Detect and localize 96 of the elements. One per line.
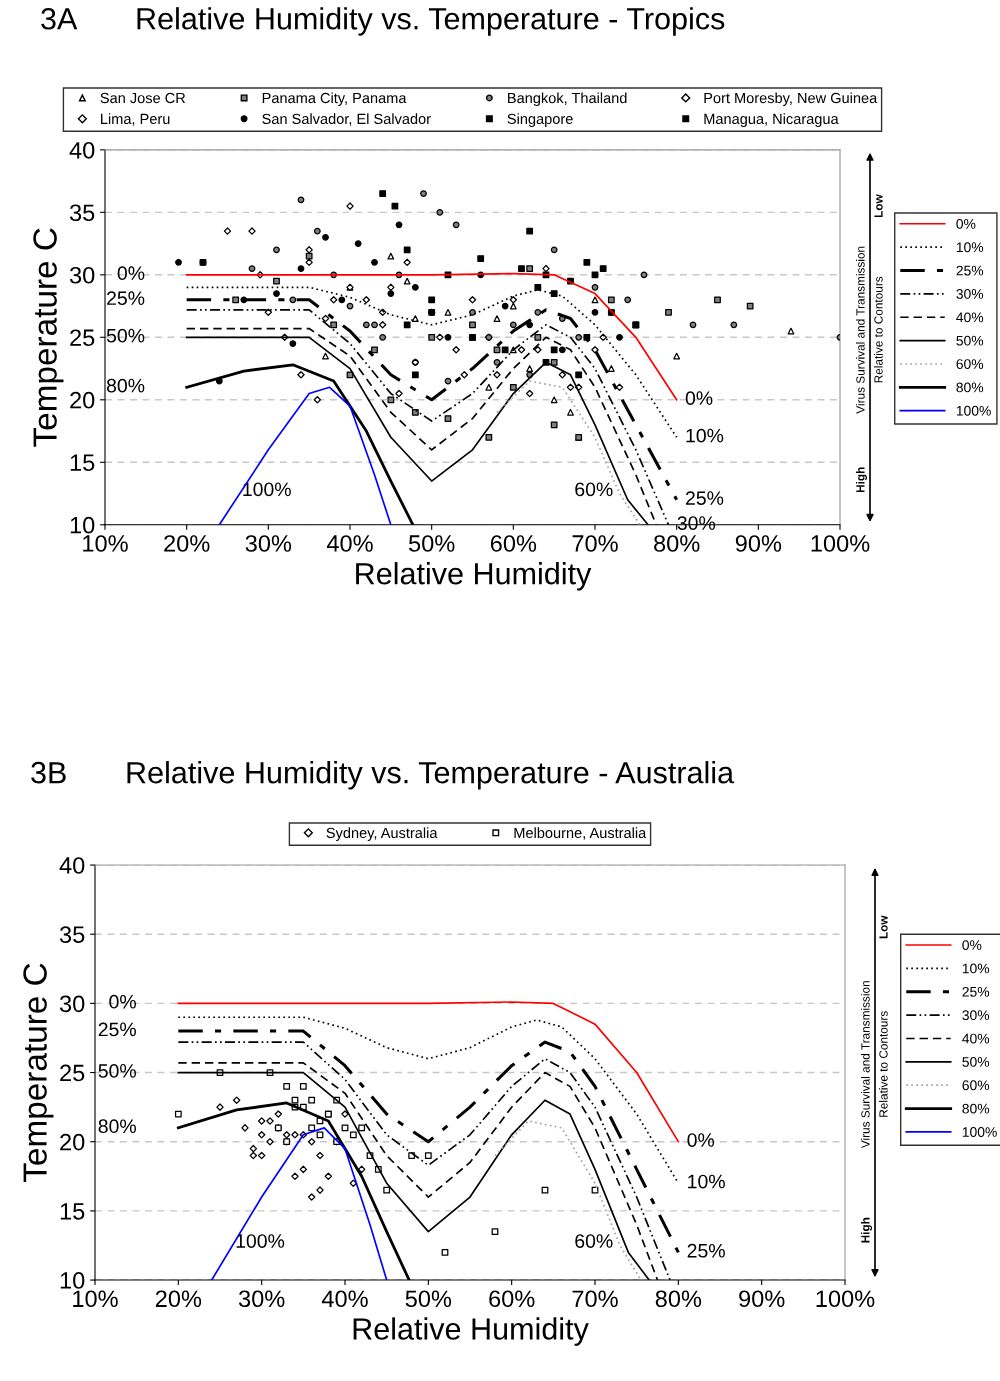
y-tick-label: 40	[69, 141, 95, 159]
x-tick-label: 40%	[326, 535, 373, 552]
text: High	[860, 1217, 872, 1243]
y-axis-title: Temperature C	[33, 228, 64, 447]
x-tick-label: 80%	[654, 535, 700, 552]
y-tick-label: 30	[59, 995, 85, 1013]
x-tick-label: 70%	[572, 535, 618, 552]
legend-label: Sydney, Australia	[326, 827, 438, 841]
annotation: 60%	[575, 1234, 613, 1248]
legend-label: Port Moresby, New Guinea	[704, 92, 878, 107]
annotation: 10%	[688, 1174, 725, 1189]
x-tick-label: 70%	[572, 1290, 618, 1308]
y-tick-label: 25	[70, 329, 95, 347]
annotation: 25%	[685, 491, 724, 505]
legend-label: 10%	[962, 963, 990, 974]
legend-label: 60%	[962, 1080, 990, 1091]
legend-label: 50%	[962, 1056, 990, 1067]
annotation: 100%	[243, 482, 291, 497]
x-tick-label: 10%	[83, 535, 128, 552]
legend-label: 30%	[956, 289, 984, 299]
legend-label: 50%	[956, 335, 984, 346]
y-tick-label: 10	[60, 1272, 85, 1289]
legend-label: Managua, Nicaragua	[704, 113, 839, 127]
annotation: 60%	[575, 482, 613, 497]
legend-label: 40%	[962, 1033, 990, 1044]
legend-label: Bangkok, Thailand	[508, 92, 627, 107]
annotation: 0%	[117, 266, 145, 281]
x-tick-label: 50%	[405, 1290, 452, 1308]
legend-label: 80%	[962, 1103, 990, 1114]
x-tick-label: 60%	[489, 1290, 535, 1308]
annotation: 25%	[98, 1022, 136, 1037]
y-tick-label: 30	[69, 266, 95, 284]
annotation: 100%	[236, 1234, 285, 1248]
legend-label: 10%	[956, 242, 984, 253]
legend-label: 0%	[962, 940, 982, 951]
chart-title: Relative Humidity vs. Temperature - Tropics	[137, 7, 725, 36]
legend-label: Singapore	[507, 113, 573, 127]
text: Virus Survival and Transmission	[860, 981, 870, 1149]
legend-label: Panama City, Panama	[262, 92, 407, 107]
legend-label: 100%	[962, 1127, 997, 1137]
y-tick-label: 15	[70, 454, 95, 472]
text: Relative to Contours	[879, 1011, 888, 1117]
legend-label: San Salvador, El Salvador	[262, 113, 431, 126]
text: Virus Survival and Transmission	[855, 246, 865, 414]
legend-label: Melbourne, Australia	[514, 827, 647, 840]
x-axis-title: Relative Humidity	[353, 1317, 589, 1346]
annotation: 25%	[687, 1243, 725, 1258]
annotation: 0%	[109, 994, 136, 1009]
annotation: 25%	[107, 291, 145, 306]
y-tick-label: 40	[59, 857, 85, 874]
x-axis-title: Relative Humidity	[356, 562, 592, 591]
x-tick-label: 30%	[238, 1290, 285, 1308]
annotation: 10%	[686, 428, 724, 443]
x-tick-label: 20%	[155, 1290, 202, 1308]
x-tick-label: 90%	[739, 1290, 785, 1308]
annotation: 80%	[98, 1119, 136, 1134]
x-tick-label: 30%	[245, 535, 292, 552]
text: 3B	[31, 761, 66, 784]
x-tick-label: 80%	[655, 1290, 702, 1308]
x-tick-label: 100%	[811, 535, 870, 552]
annotation: 50%	[106, 328, 145, 343]
text: High	[855, 467, 867, 493]
y-tick-label: 15	[60, 1203, 85, 1220]
y-tick-label: 20	[70, 391, 95, 409]
y-tick-label: 20	[60, 1133, 85, 1151]
text: Relative to Contours	[874, 276, 883, 383]
text: Low	[874, 194, 883, 218]
legend-label: 100%	[956, 405, 991, 416]
annotation: 50%	[98, 1064, 136, 1078]
x-tick-label: 20%	[164, 535, 210, 552]
legend-label: San Jose CR	[100, 92, 186, 104]
y-tick-label: 10	[70, 516, 95, 534]
y-tick-label: 35	[59, 926, 85, 944]
legend-label: 40%	[956, 312, 984, 323]
legend-label: 25%	[956, 265, 984, 276]
legend-label: 60%	[956, 359, 984, 369]
chart-title: Relative Humidity vs. Temperature - Australia	[127, 761, 735, 790]
legend-label: 0%	[956, 218, 976, 229]
text: Low	[879, 915, 888, 939]
y-tick-label: 25	[60, 1064, 85, 1082]
x-tick-label: 10%	[73, 1290, 118, 1308]
annotation: 0%	[685, 391, 713, 406]
legend-label: 25%	[962, 986, 990, 997]
x-tick-label: 90%	[735, 535, 782, 552]
x-tick-label: 60%	[490, 535, 537, 552]
y-axis-title: Temperature C	[23, 963, 54, 1183]
y-tick-label: 35	[69, 204, 95, 222]
legend-label: Lima, Peru	[101, 113, 170, 126]
x-tick-label: 100%	[816, 1290, 875, 1308]
legend-label: 80%	[956, 382, 984, 393]
annotation: 80%	[106, 378, 145, 393]
x-tick-label: 50%	[408, 535, 455, 552]
x-tick-label: 40%	[321, 1290, 368, 1308]
legend-label: 30%	[962, 1010, 990, 1021]
text: 3A	[41, 7, 78, 30]
annotation: 0%	[687, 1133, 715, 1147]
